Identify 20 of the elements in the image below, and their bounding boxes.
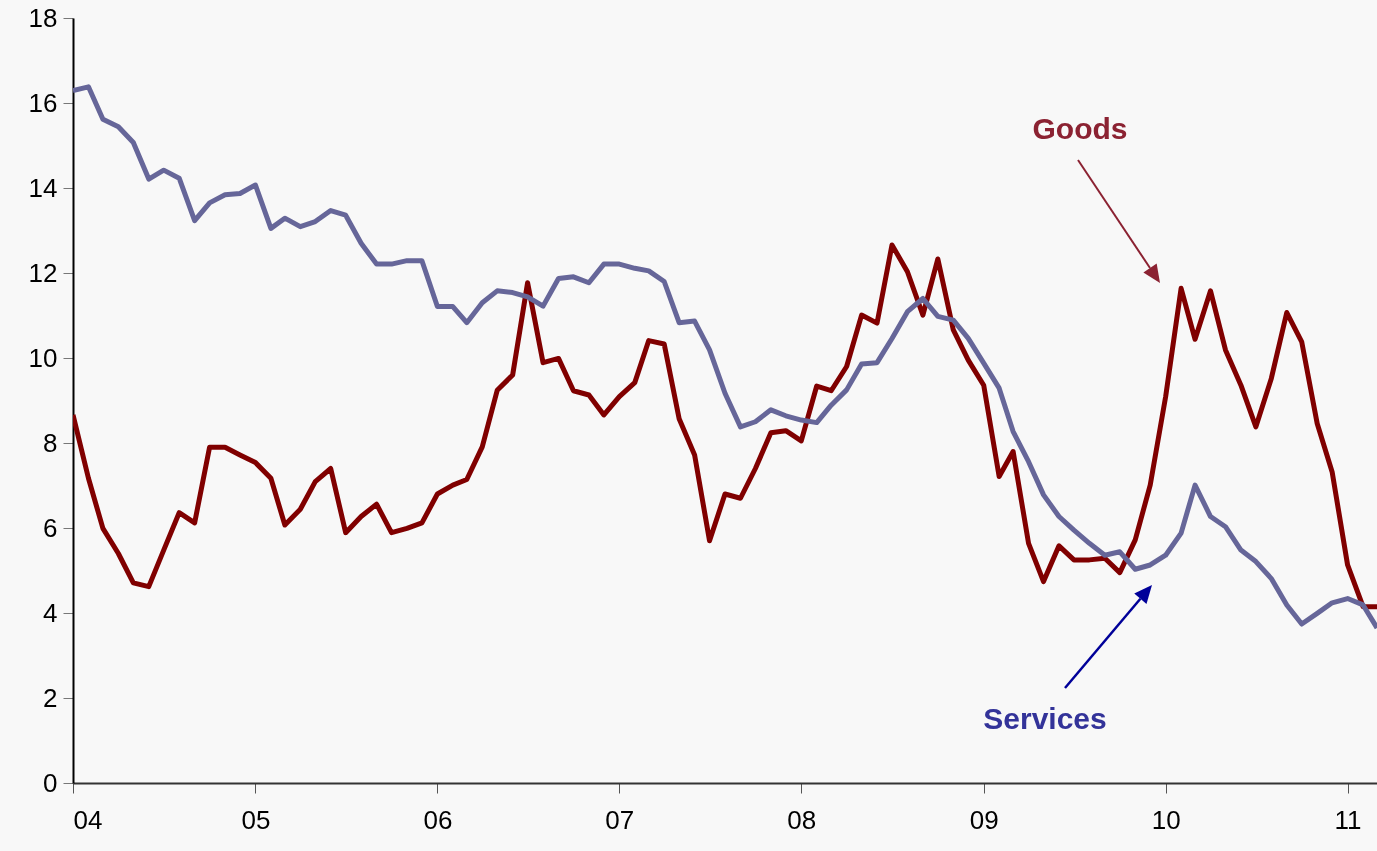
text: Goods xyxy=(1032,112,1128,145)
y-tick-label: 14 xyxy=(28,172,58,203)
y-tick-label: 0 xyxy=(43,767,58,798)
x-tick-label: 08 xyxy=(787,804,817,835)
x-tick-label: 11 xyxy=(1334,804,1362,835)
x-tick-label: 09 xyxy=(969,804,999,835)
y-tick-label: 4 xyxy=(43,597,58,628)
y-tick-label: 2 xyxy=(43,682,58,713)
text: Services xyxy=(983,702,1107,735)
x-tick-label: 07 xyxy=(605,804,635,835)
x-tick-label: 06 xyxy=(423,804,453,835)
y-tick-label: 8 xyxy=(43,427,58,458)
y-tick-label: 10 xyxy=(28,342,58,373)
y-tick-label: 6 xyxy=(43,512,58,543)
y-tick-label: 18 xyxy=(28,2,58,33)
x-tick-label: 05 xyxy=(241,804,271,835)
y-tick-label: 16 xyxy=(28,87,58,118)
y-tick-label: 12 xyxy=(28,257,58,288)
x-tick-label: 10 xyxy=(1151,804,1181,835)
x-tick-label: 04 xyxy=(73,804,103,835)
